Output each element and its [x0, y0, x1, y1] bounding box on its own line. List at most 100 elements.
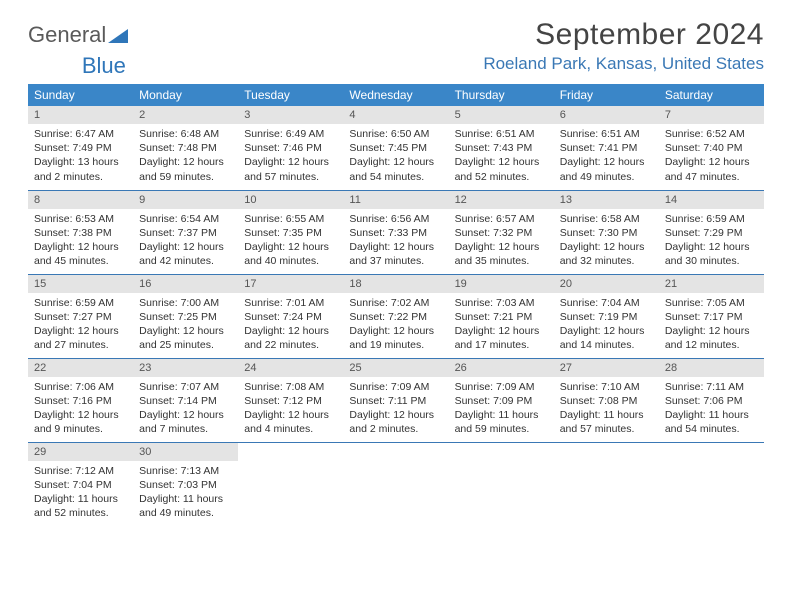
sunset-line: Sunset: 7:41 PM: [560, 141, 653, 155]
sunrise-line: Sunrise: 7:08 AM: [244, 380, 337, 394]
sunrise-line: Sunrise: 7:07 AM: [139, 380, 232, 394]
sunset-line: Sunset: 7:14 PM: [139, 394, 232, 408]
daylight-line: Daylight: 12 hours and 14 minutes.: [560, 324, 653, 352]
daylight-line: Daylight: 12 hours and 37 minutes.: [349, 240, 442, 268]
sunset-line: Sunset: 7:30 PM: [560, 226, 653, 240]
sunrise-line: Sunrise: 7:13 AM: [139, 464, 232, 478]
sunrise-line: Sunrise: 7:02 AM: [349, 296, 442, 310]
daylight-line: Daylight: 12 hours and 59 minutes.: [139, 155, 232, 183]
sunset-line: Sunset: 7:03 PM: [139, 478, 232, 492]
daylight-line: Daylight: 12 hours and 52 minutes.: [455, 155, 548, 183]
calendar-cell: 7Sunrise: 6:52 AMSunset: 7:40 PMDaylight…: [659, 106, 764, 190]
sunset-line: Sunset: 7:11 PM: [349, 394, 442, 408]
sunset-line: Sunset: 7:40 PM: [665, 141, 758, 155]
logo-line2: GeneBlue: [28, 48, 126, 84]
daylight-line: Daylight: 12 hours and 25 minutes.: [139, 324, 232, 352]
sunrise-line: Sunrise: 6:58 AM: [560, 212, 653, 226]
daylight-line: Daylight: 12 hours and 49 minutes.: [560, 155, 653, 183]
sunset-line: Sunset: 7:12 PM: [244, 394, 337, 408]
day-number: 10: [238, 191, 343, 209]
day-body: Sunrise: 7:01 AMSunset: 7:24 PMDaylight:…: [238, 293, 343, 358]
day-body: Sunrise: 6:47 AMSunset: 7:49 PMDaylight:…: [28, 124, 133, 189]
day-body: Sunrise: 6:59 AMSunset: 7:29 PMDaylight:…: [659, 209, 764, 274]
weekday-header-row: Sunday Monday Tuesday Wednesday Thursday…: [28, 84, 764, 106]
daylight-line: Daylight: 12 hours and 42 minutes.: [139, 240, 232, 268]
logo-text-1: General: [28, 22, 106, 48]
sunset-line: Sunset: 7:38 PM: [34, 226, 127, 240]
sunset-line: Sunset: 7:06 PM: [665, 394, 758, 408]
day-number: 5: [449, 106, 554, 124]
daylight-line: Daylight: 12 hours and 32 minutes.: [560, 240, 653, 268]
day-body: Sunrise: 6:55 AMSunset: 7:35 PMDaylight:…: [238, 209, 343, 274]
daylight-line: Daylight: 12 hours and 12 minutes.: [665, 324, 758, 352]
daylight-line: Daylight: 11 hours and 49 minutes.: [139, 492, 232, 520]
calendar-cell: 11Sunrise: 6:56 AMSunset: 7:33 PMDayligh…: [343, 190, 448, 274]
day-number: 30: [133, 443, 238, 461]
day-body: Sunrise: 6:54 AMSunset: 7:37 PMDaylight:…: [133, 209, 238, 274]
day-number: 28: [659, 359, 764, 377]
sunset-line: Sunset: 7:45 PM: [349, 141, 442, 155]
calendar-cell: 24 Sunrise: 7:08 AMSunset: 7:12 PMDayligh…: [238, 358, 343, 442]
weekday-sat: Saturday: [659, 84, 764, 106]
day-body: Sunrise: 6:57 AMSunset: 7:32 PMDaylight:…: [449, 209, 554, 274]
weekday-fri: Friday: [554, 84, 659, 106]
calendar-table: Sunday Monday Tuesday Wednesday Thursday…: [28, 84, 764, 526]
sunset-line: Sunset: 7:48 PM: [139, 141, 232, 155]
day-number: 18: [343, 275, 448, 293]
sunrise-line: Sunrise: 6:49 AM: [244, 127, 337, 141]
sunset-line: Sunset: 7:17 PM: [665, 310, 758, 324]
calendar-cell: 4Sunrise: 6:50 AMSunset: 7:45 PMDaylight…: [343, 106, 448, 190]
calendar-cell: 26Sunrise: 7:09 AMSunset: 7:09 PMDayligh…: [449, 358, 554, 442]
sunrise-line: Sunrise: 7:04 AM: [560, 296, 653, 310]
daylight-line: Daylight: 12 hours and 19 minutes.: [349, 324, 442, 352]
day-number: 29: [28, 443, 133, 461]
logo-triangle-icon: [108, 27, 128, 43]
sunrise-line: Sunrise: 6:47 AM: [34, 127, 127, 141]
sunset-line: Sunset: 7:08 PM: [560, 394, 653, 408]
sunset-line: Sunset: 7:21 PM: [455, 310, 548, 324]
calendar-cell: 3Sunrise: 6:49 AMSunset: 7:46 PMDaylight…: [238, 106, 343, 190]
sunrise-line: Sunrise: 7:10 AM: [560, 380, 653, 394]
day-body: Sunrise: 7:05 AMSunset: 7:17 PMDaylight:…: [659, 293, 764, 358]
sunset-line: Sunset: 7:19 PM: [560, 310, 653, 324]
month-title: September 2024: [535, 18, 764, 52]
sunrise-line: Sunrise: 7:12 AM: [34, 464, 127, 478]
calendar-cell: 14Sunrise: 6:59 AMSunset: 7:29 PMDayligh…: [659, 190, 764, 274]
sunrise-line: Sunrise: 7:09 AM: [349, 380, 442, 394]
day-body: Sunrise: 6:50 AMSunset: 7:45 PMDaylight:…: [343, 124, 448, 189]
day-number: 27: [554, 359, 659, 377]
sunrise-line: Sunrise: 6:50 AM: [349, 127, 442, 141]
logo-text-2: Blue: [82, 53, 126, 79]
day-body: Sunrise: 7:03 AMSunset: 7:21 PMDaylight:…: [449, 293, 554, 358]
sunrise-line: Sunrise: 6:59 AM: [34, 296, 127, 310]
day-number: 15: [28, 275, 133, 293]
calendar-cell: 25Sunrise: 7:09 AMSunset: 7:11 PMDayligh…: [343, 358, 448, 442]
calendar-cell: 1Sunrise: 6:47 AMSunset: 7:49 PMDaylight…: [28, 106, 133, 190]
sunset-line: Sunset: 7:25 PM: [139, 310, 232, 324]
day-number: 24: [238, 359, 343, 377]
calendar-cell: 17Sunrise: 7:01 AMSunset: 7:24 PMDayligh…: [238, 274, 343, 358]
page: General September 2024 GeneBlue Roeland …: [0, 0, 792, 536]
day-number: 9: [133, 191, 238, 209]
sunrise-line: Sunrise: 6:51 AM: [560, 127, 653, 141]
daylight-line: Daylight: 12 hours and 17 minutes.: [455, 324, 548, 352]
daylight-line: Daylight: 12 hours and 2 minutes.: [349, 408, 442, 436]
calendar-cell: 28Sunrise: 7:11 AMSunset: 7:06 PMDayligh…: [659, 358, 764, 442]
calendar-cell: 21Sunrise: 7:05 AMSunset: 7:17 PMDayligh…: [659, 274, 764, 358]
sunrise-line: Sunrise: 7:03 AM: [455, 296, 548, 310]
daylight-line: Daylight: 12 hours and 27 minutes.: [34, 324, 127, 352]
day-body: Sunrise: 7:09 AMSunset: 7:09 PMDaylight:…: [449, 377, 554, 442]
day-body: Sunrise: 7:09 AMSunset: 7:11 PMDaylight:…: [343, 377, 448, 442]
daylight-line: Daylight: 11 hours and 54 minutes.: [665, 408, 758, 436]
day-number: 17: [238, 275, 343, 293]
sunrise-line: Sunrise: 6:59 AM: [665, 212, 758, 226]
day-number: 11: [343, 191, 448, 209]
calendar-cell: 20Sunrise: 7:04 AMSunset: 7:19 PMDayligh…: [554, 274, 659, 358]
sunrise-line: Sunrise: 6:56 AM: [349, 212, 442, 226]
sunset-line: Sunset: 7:16 PM: [34, 394, 127, 408]
day-number: 4: [343, 106, 448, 124]
daylight-line: Daylight: 12 hours and 47 minutes.: [665, 155, 758, 183]
daylight-line: Daylight: 12 hours and 45 minutes.: [34, 240, 127, 268]
daylight-line: Daylight: 12 hours and 4 minutes.: [244, 408, 337, 436]
day-number: 8: [28, 191, 133, 209]
